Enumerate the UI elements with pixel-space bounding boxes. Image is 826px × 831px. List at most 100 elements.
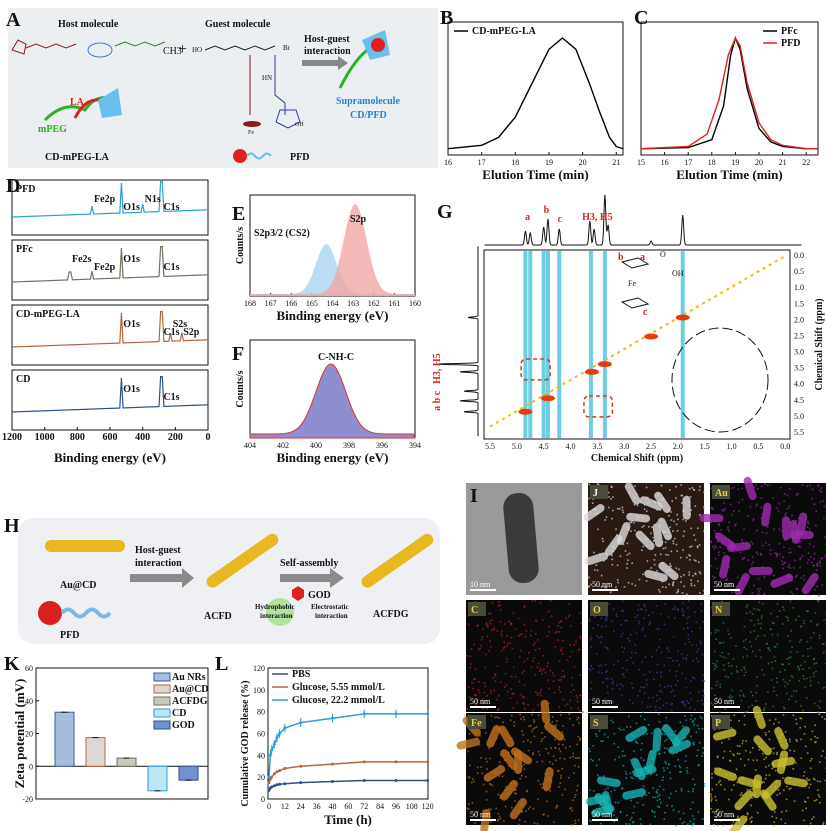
y-tick-label: 1.5	[794, 299, 804, 308]
signal-dot	[756, 553, 759, 555]
nanorod-signal	[544, 722, 565, 741]
element-label: N	[715, 605, 723, 616]
signal-dot	[699, 715, 702, 718]
x-tick-label: 600	[103, 432, 118, 443]
signal-dot	[538, 670, 541, 672]
signal-dot	[710, 793, 712, 796]
signal-dot	[656, 700, 658, 702]
signal-dot	[526, 789, 528, 792]
signal-dot	[717, 554, 720, 556]
signal-dot	[642, 804, 645, 806]
cross-peak	[540, 395, 555, 402]
signal-dot	[499, 620, 502, 623]
signal-dot	[673, 520, 675, 523]
signal-dot	[692, 790, 694, 793]
signal-dot	[631, 562, 634, 564]
signal-dot	[490, 692, 492, 694]
signal-dot	[663, 664, 666, 667]
signal-dot	[710, 702, 713, 704]
signal-dot	[505, 657, 508, 660]
nanorod-signal	[657, 517, 673, 541]
signal-dot	[771, 622, 774, 624]
signal-dot	[688, 487, 691, 490]
signal-dot	[631, 686, 634, 689]
nanorod-signal	[789, 531, 814, 540]
signal-dot	[784, 514, 787, 517]
signal-dot	[563, 674, 566, 677]
peak-label: O1s	[123, 384, 140, 395]
signal-dot	[693, 534, 695, 536]
signal-dot	[714, 663, 717, 665]
signal-dot	[500, 633, 502, 635]
signal-dot	[619, 555, 622, 558]
signal-dot	[695, 560, 697, 562]
signal-dot	[532, 660, 534, 662]
signal-dot	[616, 684, 618, 687]
signal-dot	[778, 502, 781, 505]
signal-dot	[714, 795, 717, 798]
signal-dot	[745, 740, 747, 742]
signal-dot	[690, 579, 693, 582]
signal-dot	[703, 530, 705, 532]
signal-dot	[623, 586, 626, 588]
x-tick-label: 167	[265, 299, 277, 308]
signal-dot	[505, 684, 508, 686]
signal-dot	[781, 530, 783, 532]
signal-dot	[477, 680, 480, 683]
signal-dot	[513, 721, 516, 724]
signal-dot	[750, 619, 752, 622]
panel-letter: A	[6, 9, 21, 31]
signal-dot	[693, 723, 696, 726]
signal-dot	[735, 523, 737, 526]
signal-dot	[670, 685, 672, 688]
x-tick-label: 394	[409, 441, 421, 450]
x-tick-label: 17	[478, 158, 486, 167]
signal-dot	[676, 550, 678, 552]
signal-dot	[753, 584, 755, 587]
signal-dot	[601, 672, 603, 674]
signal-dot	[675, 670, 678, 673]
signal-dot	[750, 563, 753, 566]
signal-dot	[738, 752, 741, 755]
signal-dot	[658, 707, 661, 709]
signal-dot	[625, 659, 628, 662]
signal-dot	[694, 572, 696, 575]
signal-dot	[629, 699, 631, 701]
signal-dot	[772, 622, 775, 625]
signal-dot	[593, 551, 595, 554]
signal-dot	[776, 753, 778, 756]
signal-dot	[710, 541, 712, 544]
signal-dot	[729, 719, 732, 722]
signal-dot	[605, 625, 607, 627]
arrow-label: Self-assembly	[280, 558, 338, 569]
signal-dot	[588, 620, 591, 623]
signal-dot	[655, 628, 658, 630]
signal-dot	[507, 690, 509, 693]
signal-dot	[531, 713, 533, 716]
signal-dot	[743, 646, 745, 649]
signal-dot	[794, 762, 797, 764]
signal-dot	[807, 779, 809, 781]
signal-dot	[611, 687, 614, 690]
signal-dot	[637, 694, 639, 697]
signal-dot	[761, 668, 764, 671]
signal-dot	[719, 655, 722, 657]
signal-dot	[768, 774, 771, 777]
signal-dot	[471, 802, 474, 804]
signal-dot	[766, 526, 769, 528]
signal-dot	[703, 507, 706, 510]
signal-dot	[723, 788, 726, 791]
signal-dot	[694, 708, 696, 711]
signal-dot	[817, 681, 820, 684]
signal-dot	[503, 646, 506, 649]
signal-dot	[745, 612, 748, 615]
signal-dot	[466, 807, 469, 810]
signal-dot	[628, 552, 631, 555]
signal-dot	[592, 790, 595, 792]
signal-dot	[795, 722, 798, 725]
signal-dot	[473, 643, 475, 646]
signal-dot	[558, 631, 560, 633]
signal-dot	[640, 823, 642, 825]
signal-dot	[693, 741, 696, 744]
signal-dot	[499, 797, 501, 799]
